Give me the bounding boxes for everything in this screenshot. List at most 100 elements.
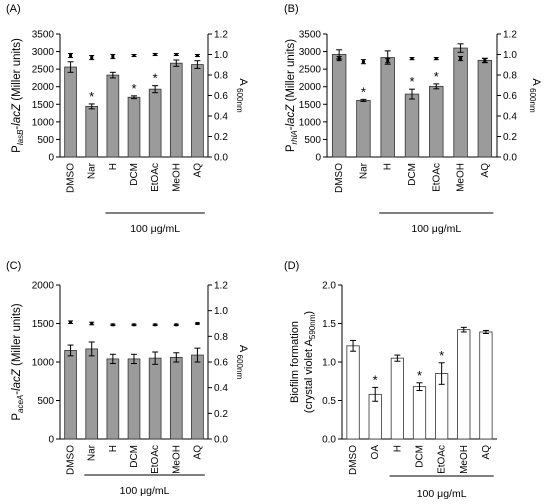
bracket-label: 100 μg/mL (417, 488, 467, 500)
category-label: AQ (481, 445, 492, 460)
significance-asterisk: * (131, 81, 136, 96)
right-axis-label: A 600nm (528, 78, 542, 113)
bar (453, 47, 468, 158)
od-point (459, 57, 463, 61)
significance-asterisk: * (439, 348, 444, 363)
bar (346, 345, 360, 440)
right-tick-label: 0.6 (503, 91, 517, 102)
category-label: AQ (192, 163, 203, 178)
significance-asterisk: * (434, 69, 439, 84)
category-label: EtOAc (437, 445, 448, 474)
right-tick-label: 1.2 (214, 281, 228, 292)
y-tick-label: 500 (37, 396, 54, 407)
od-point (111, 55, 115, 59)
right-axis-label: A 600nm (235, 345, 249, 380)
y-tick-label: 1.5 (322, 319, 336, 330)
y-tick-label: 2500 (299, 65, 322, 76)
category-label: MeOH (171, 163, 182, 192)
y-tick-label: 0.5 (322, 396, 336, 407)
bar (390, 357, 404, 440)
y-tick-label: 1500 (32, 100, 55, 111)
y-tick-label: 3000 (299, 47, 322, 58)
od-point (90, 56, 94, 60)
chart-panel-2: (B) 0 500 1000 1500 2000 2500 3000 3500 DMSO * Nar H… (284, 3, 542, 235)
right-tick-label: 0.4 (214, 112, 228, 123)
right-tick-label: 1.0 (214, 50, 228, 61)
category-label: H (108, 445, 119, 452)
od-point (337, 57, 341, 61)
category-label: MeOH (456, 163, 467, 192)
category-label: Nar (87, 444, 98, 461)
chart-panel-4: (D) 0.0 0.5 1.0 1.5 2.0 DMSO * OA H * DCM * EtOAc MeOH… (284, 260, 497, 500)
right-tick-label: 0.8 (503, 71, 517, 82)
right-tick-label: 0.6 (214, 358, 228, 369)
category-label: H (108, 163, 119, 170)
bar (191, 64, 204, 158)
category-label: EtOAc (150, 163, 161, 192)
bar (356, 100, 371, 158)
bar (412, 386, 427, 440)
od-point (361, 60, 365, 64)
right-tick-label: 0.6 (214, 91, 228, 102)
bar (169, 62, 183, 158)
category-label: DCM (415, 445, 426, 468)
bar (106, 358, 120, 440)
category-label: DMSO (66, 445, 77, 475)
y-tick-label: 2000 (32, 82, 55, 93)
category-label: OA (370, 445, 381, 460)
od-point (174, 53, 178, 56)
y-tick-label: 2500 (32, 65, 55, 76)
category-label: EtOAc (150, 445, 161, 474)
significance-asterisk: * (89, 89, 94, 104)
right-tick-label: 1.0 (214, 306, 228, 317)
right-tick-label: 0.0 (503, 153, 517, 164)
y-tick-label: 0 (48, 435, 54, 446)
panel-label: (D) (284, 260, 299, 272)
right-tick-label: 0.8 (214, 332, 228, 343)
y-tick-label: 2.0 (322, 281, 336, 292)
bar (148, 88, 162, 158)
od-point (410, 57, 414, 61)
y-tick-label: 1000 (32, 117, 55, 128)
od-point (132, 323, 136, 327)
significance-asterisk: * (361, 84, 366, 99)
significance-asterisk: * (153, 71, 158, 86)
category-label: AQ (192, 445, 203, 460)
right-tick-label: 1.0 (503, 50, 517, 61)
y-tick-label: 3500 (299, 30, 322, 41)
bar (404, 93, 420, 158)
significance-asterisk: * (373, 372, 378, 387)
category-label: H (392, 445, 403, 452)
bar (169, 356, 183, 440)
od-point (483, 59, 487, 63)
bar (64, 350, 77, 440)
bracket-label: 100 μg/mL (120, 485, 170, 497)
bar (106, 74, 120, 158)
y-axis-label: PrhlA-lacZ (Miller units) (285, 39, 299, 152)
category-label: DMSO (348, 445, 359, 475)
category-label: DCM (407, 163, 418, 186)
right-tick-label: 1.2 (214, 30, 228, 41)
chart-panel-1: (A) 0 500 1000 1500 2000 2500 3000 3500 DMSO * Nar H… (6, 3, 249, 235)
od-point (153, 323, 157, 327)
category-label: Nar (358, 162, 369, 179)
bracket-label: 100 μg/mL (130, 223, 180, 235)
category-label: Nar (87, 162, 98, 179)
bar (191, 354, 204, 440)
bar (64, 66, 77, 158)
bar (148, 357, 162, 440)
bracket-label: 100 μg/mL (411, 223, 461, 235)
y-tick-label: 0 (48, 153, 54, 164)
panel-label: (B) (284, 3, 299, 15)
category-label: DCM (129, 445, 140, 468)
y-tick-label: 500 (304, 135, 321, 146)
y-tick-label: 0.0 (322, 435, 336, 446)
bar (429, 85, 444, 158)
bar (85, 105, 99, 158)
category-label: DCM (129, 163, 140, 186)
y-tick-label: 1000 (32, 358, 55, 369)
significance-asterisk: * (409, 74, 414, 89)
panel-label: (A) (6, 3, 21, 15)
y-axis-label-line1: Biofilm formation (289, 321, 301, 403)
y-tick-label: 1500 (299, 100, 322, 111)
